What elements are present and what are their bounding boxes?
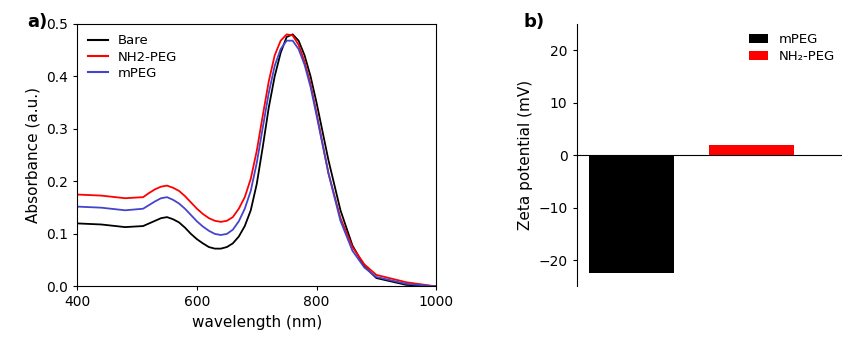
- Y-axis label: Absorbance (a.u.): Absorbance (a.u.): [26, 87, 40, 223]
- Legend: Bare, NH2-PEG, mPEG: Bare, NH2-PEG, mPEG: [84, 30, 181, 84]
- Bar: [710, 145, 795, 155]
- Text: b): b): [523, 13, 545, 31]
- X-axis label: wavelength (nm): wavelength (nm): [192, 315, 322, 330]
- Text: a): a): [27, 13, 47, 31]
- Legend: mPEG, NH₂-PEG: mPEG, NH₂-PEG: [746, 30, 838, 66]
- Y-axis label: Zeta potential (mV): Zeta potential (mV): [518, 80, 533, 230]
- Bar: [589, 155, 674, 273]
